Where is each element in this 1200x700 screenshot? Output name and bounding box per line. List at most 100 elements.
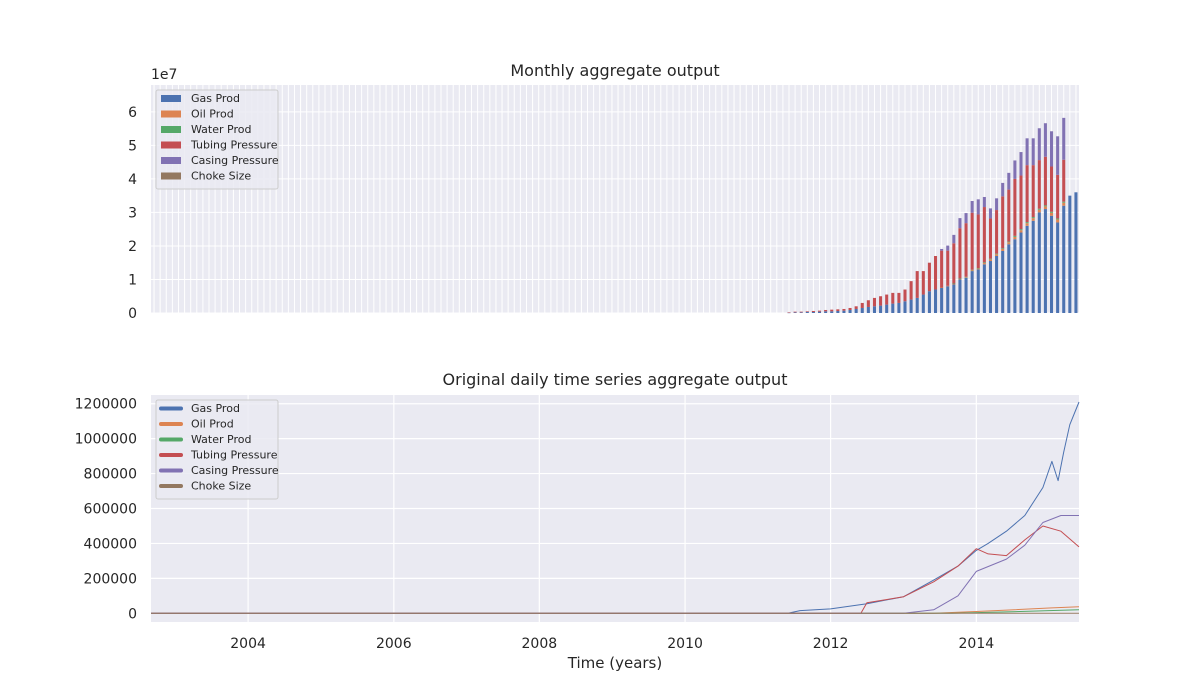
bar-oil-prod [958,278,962,280]
bar-tubing-pressure [921,271,925,295]
bar-gas-prod [891,303,895,313]
bar-chart-title: Monthly aggregate output [510,61,719,80]
bar-gas-prod [897,302,901,313]
bar-gas-prod [952,284,956,313]
line-chart-legend: Gas Prod Oil Prod Water Prod Tubing Pressur… [155,399,279,500]
bar-gas-prod [946,286,950,313]
bar-tubing-pressure [818,310,822,312]
bar-oil-prod [1025,223,1029,226]
bar-tubing-pressure [811,310,815,312]
bar-oil-prod [982,263,986,265]
bar-casing-pressure [946,245,950,251]
bar-tubing-pressure [976,214,980,269]
bar-casing-pressure [982,196,986,208]
bar-chart-y-tick-labels: 0 1 2 3 4 5 6 [128,105,137,322]
bar-oil-prod [976,268,980,270]
bar-casing-pressure [988,208,992,219]
line-chart-x-tick: 2010 [667,636,703,652]
bar-water-prod [1013,235,1017,237]
line-chart-title: Original daily time series aggregate out… [443,370,788,389]
line-chart-y-tick: 0 [128,606,137,622]
bar-oil-prod [946,285,950,287]
bar-tubing-pressure [940,250,944,288]
bar-gas-prod [885,304,889,313]
bar-tubing-pressure [866,300,870,307]
legend-label: Choke Size [191,170,251,183]
bar-oil-prod [970,270,974,272]
bar-casing-pressure [1013,160,1017,179]
bar-tubing-pressure [860,302,864,308]
bar-oil-prod [1019,230,1023,233]
bar-tubing-pressure [934,256,938,290]
bar-chart-plot-area [151,85,1079,313]
line-chart-x-tick: 2004 [230,636,266,652]
line-chart-y-tick: 1200000 [75,397,137,413]
bar-chart-y-tick: 5 [128,138,137,154]
line-chart-y-tick: 200000 [84,571,137,587]
bar-gas-prod [1025,225,1029,313]
bar-chart-offset-label: 1e7 [151,67,177,83]
line-chart-x-axis-label: Time (years) [567,654,662,672]
bar-oil-prod [1001,248,1005,251]
bar-water-prod [1037,208,1041,210]
bar-gas-prod [1013,239,1017,313]
bar-casing-pressure [976,199,980,215]
bar-gas-prod [1068,195,1072,313]
bar-tubing-pressure [799,311,803,313]
bar-tubing-pressure [848,307,852,310]
bar-gas-prod [866,306,870,313]
bar-tubing-pressure [1025,165,1029,223]
bar-gas-prod [934,289,938,313]
bar-gas-prod [872,306,876,313]
bar-gas-prod [793,312,797,313]
bar-gas-prod [848,309,852,313]
bar-tubing-pressure [830,309,834,312]
bar-gas-prod [805,311,809,313]
legend-swatch [161,157,181,164]
legend-label: Casing Pressure [191,154,279,167]
bar-oil-prod [1050,212,1054,216]
bar-tubing-pressure [1007,189,1011,242]
bar-oil-prod [1056,219,1060,223]
bar-tubing-pressure [1037,160,1041,209]
bar-gas-prod [818,311,822,313]
bar-tubing-pressure [805,311,809,312]
bar-gas-prod [1043,209,1047,313]
bar-casing-pressure [952,234,956,244]
legend-label: Gas Prod [191,402,240,415]
legend-swatch [161,141,181,149]
bar-gas-prod [1056,222,1060,313]
bar-water-prod [1062,201,1066,203]
bar-tubing-pressure [1043,156,1047,206]
bar-tubing-pressure [885,294,889,305]
bar-tubing-pressure [1062,159,1066,202]
bar-oil-prod [995,254,999,256]
bar-chart-y-tick: 6 [128,105,137,121]
bar-tubing-pressure [903,289,907,302]
bar-water-prod [1001,248,1005,249]
legend-frame [155,399,279,500]
bar-gas-prod [1062,205,1066,313]
bar-tubing-pressure [952,243,956,284]
bar-chart-y-tick: 0 [128,306,137,322]
bar-gas-prod [915,297,919,313]
bar-gas-prod [988,261,992,313]
bar-tubing-pressure [897,292,901,303]
bar-water-prod [1031,217,1035,219]
bar-tubing-pressure [1019,175,1023,230]
bar-oil-prod [1007,242,1011,245]
bar-oil-prod [1043,206,1047,210]
bar-gas-prod [836,310,840,313]
bar-water-prod [1025,222,1029,224]
line-chart-y-tick: 400000 [84,536,137,552]
bar-tubing-pressure [995,210,999,254]
bar-tubing-pressure [915,271,919,298]
bar-tubing-pressure [842,308,846,311]
bar-oil-prod [1037,209,1041,213]
line-chart-y-tick: 800000 [84,467,137,483]
bar-gas-prod [903,301,907,313]
bar-gas-prod [1019,232,1023,313]
bar-gas-prod [1001,250,1005,313]
